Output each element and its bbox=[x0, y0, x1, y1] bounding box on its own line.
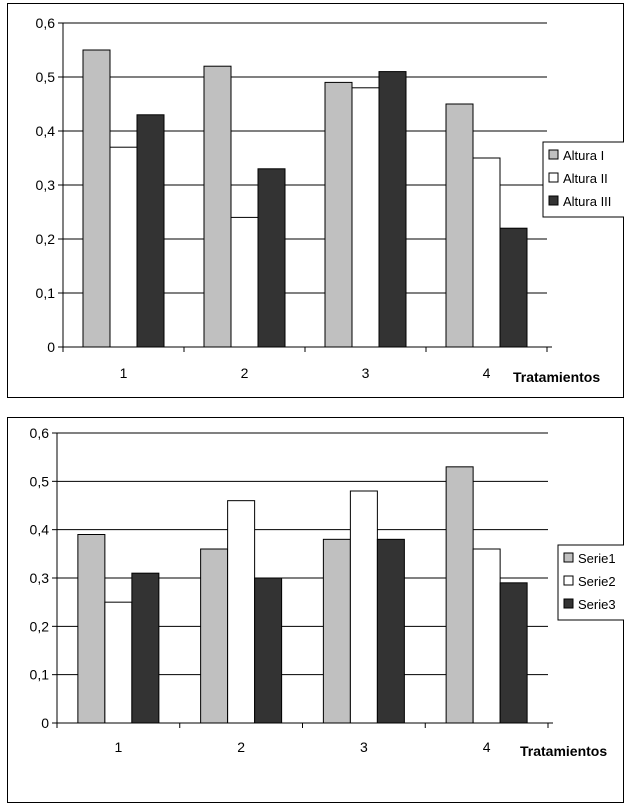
y-tick-label: 0,4 bbox=[36, 123, 56, 139]
bar-serie1-cat-3 bbox=[322, 538, 351, 724]
bar-altura-i-cat-3 bbox=[324, 81, 353, 348]
legend-swatch bbox=[548, 172, 559, 183]
bar-serie1-cat-4 bbox=[445, 466, 474, 724]
bar-chart-1: 0 0,1 0,2 0,3 0,4 0,5 0,6 1 2 3 4 Tratamientos Altur… bbox=[36, 15, 624, 385]
y-tick-label: 0,2 bbox=[36, 231, 56, 247]
legend-swatch bbox=[563, 552, 574, 563]
bar-altura-iii-cat-2 bbox=[257, 168, 286, 348]
legend-label: Altura II bbox=[563, 171, 608, 186]
x-axis-title: Tratamientos bbox=[513, 369, 600, 385]
legend-label: Altura I bbox=[563, 148, 604, 163]
y-tick-label: 0,4 bbox=[30, 522, 50, 538]
legend-label: Serie1 bbox=[578, 551, 616, 566]
y-tick-label: 0,1 bbox=[30, 667, 50, 683]
y-tick-label: 0,2 bbox=[30, 618, 50, 634]
legend-swatch bbox=[548, 149, 559, 160]
bar-serie1-cat-1 bbox=[77, 534, 106, 724]
legend-label: Serie3 bbox=[578, 597, 616, 612]
x-category-label: 3 bbox=[360, 739, 368, 755]
chart-panel-2: 0 0,1 0,2 0,3 0,4 0,5 0,6 1 2 3 4 Tratamientos Serie… bbox=[7, 417, 624, 803]
y-tick-label: 0,3 bbox=[36, 177, 56, 193]
legend-swatch bbox=[563, 575, 574, 586]
bar-altura-ii-cat-3 bbox=[351, 87, 380, 348]
legend-label: Serie2 bbox=[578, 574, 616, 589]
y-tick-label: 0,1 bbox=[36, 285, 56, 301]
x-category-label: 1 bbox=[120, 365, 128, 381]
bar-serie3-cat-3 bbox=[376, 538, 405, 724]
bar-altura-iii-cat-3 bbox=[378, 71, 407, 348]
legend-label: Altura III bbox=[563, 194, 611, 209]
bar-altura-ii-cat-2 bbox=[230, 216, 259, 348]
bar-altura-i-cat-1 bbox=[82, 49, 111, 348]
y-tick-label: 0,6 bbox=[36, 15, 56, 31]
bar-serie2-cat-1 bbox=[104, 601, 133, 724]
bar-altura-iii-cat-1 bbox=[136, 114, 165, 348]
legend-swatch bbox=[548, 195, 559, 206]
bar-serie1-cat-2 bbox=[200, 548, 229, 724]
bar-serie2-cat-4 bbox=[472, 548, 501, 724]
x-axis-title: Tratamientos bbox=[520, 743, 607, 759]
bar-serie3-cat-2 bbox=[254, 577, 283, 724]
bar-serie3-cat-1 bbox=[131, 572, 160, 724]
y-tick-label: 0,5 bbox=[30, 473, 50, 489]
bar-altura-iii-cat-4 bbox=[499, 227, 528, 348]
bar-altura-ii-cat-4 bbox=[472, 157, 501, 348]
bar-serie2-cat-3 bbox=[349, 490, 378, 724]
x-category-label: 2 bbox=[241, 365, 249, 381]
x-category-label: 3 bbox=[362, 365, 370, 381]
x-category-label: 2 bbox=[237, 739, 245, 755]
bar-altura-i-cat-4 bbox=[445, 103, 474, 348]
chart-panel-1: 0 0,1 0,2 0,3 0,4 0,5 0,6 1 2 3 4 Tratamientos Altur… bbox=[7, 3, 624, 398]
y-tick-label: 0,5 bbox=[36, 69, 56, 85]
legend-swatch bbox=[563, 598, 574, 609]
bar-altura-i-cat-2 bbox=[203, 65, 232, 348]
x-category-label: 1 bbox=[114, 739, 122, 755]
bar-serie2-cat-2 bbox=[227, 500, 256, 724]
y-tick-label: 0,6 bbox=[30, 425, 50, 441]
y-tick-label: 0 bbox=[41, 715, 49, 731]
bar-chart-2: 0 0,1 0,2 0,3 0,4 0,5 0,6 1 2 3 4 Tratamientos Serie… bbox=[30, 425, 624, 759]
y-tick-label: 0,3 bbox=[30, 570, 50, 586]
y-tick-label: 0 bbox=[47, 339, 55, 355]
bar-altura-ii-cat-1 bbox=[109, 146, 138, 348]
bar-serie3-cat-4 bbox=[499, 582, 528, 724]
x-category-label: 4 bbox=[483, 365, 491, 381]
x-category-label: 4 bbox=[483, 739, 491, 755]
